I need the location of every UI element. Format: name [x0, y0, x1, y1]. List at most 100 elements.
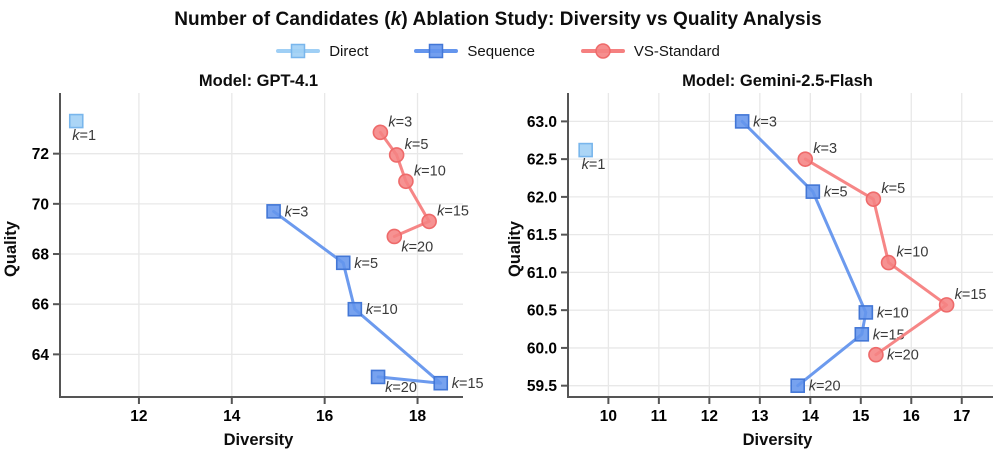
series-vs-standard: k=3 k=5 k=10 k=15 k=20 — [372, 114, 469, 255]
y-tick-label: 66 — [32, 297, 50, 314]
legend-item-vs-standard: VS-Standard — [580, 42, 720, 60]
x-tick-label: 16 — [903, 408, 921, 425]
point-label: k=3 — [753, 114, 777, 130]
figure-title: Number of Candidates (k) Ablation Study:… — [0, 0, 996, 36]
point-label: k=5 — [824, 185, 848, 201]
legend-square-marker-icon — [429, 43, 444, 59]
data-marker-circle — [421, 213, 437, 230]
y-axis-label: Quality — [506, 220, 524, 277]
y-tick-label: 60.5 — [527, 303, 558, 320]
y-tick-label: 70 — [32, 196, 49, 213]
point-label: k=1 — [72, 128, 96, 144]
point-label: k=20 — [809, 379, 841, 395]
legend-item-sequence: Sequence — [414, 42, 535, 60]
gridlines — [568, 93, 993, 397]
x-tick-label: 18 — [409, 408, 427, 425]
y-tick-label: 60.0 — [527, 340, 557, 357]
data-marker-square — [347, 301, 363, 317]
point-label: k=15 — [873, 327, 905, 343]
data-marker-square — [858, 305, 874, 320]
point-label: k=3 — [813, 141, 837, 157]
point-label: k=5 — [405, 137, 429, 153]
legend-label: Direct — [329, 42, 369, 60]
x-tick-label: 15 — [852, 408, 870, 425]
legend: Direct Sequence VS-Standard — [0, 37, 996, 65]
data-marker-square — [734, 114, 750, 129]
data-marker-square — [370, 369, 386, 385]
legend-marker-icon — [414, 43, 459, 59]
data-marker-circle — [880, 254, 897, 271]
data-marker-square — [805, 184, 821, 199]
figure-title-suffix: ) Ablation Study: Diversity vs Quality A… — [401, 9, 822, 30]
data-marker-circle — [398, 173, 414, 190]
figure-title-prefix: Number of Candidates ( — [174, 9, 391, 30]
data-marker-square — [854, 327, 870, 342]
data-marker-circle — [797, 151, 814, 167]
x-tick-label: 14 — [802, 408, 820, 425]
point-label: k=5 — [881, 181, 905, 197]
x-tick-label: 14 — [223, 408, 241, 425]
x-tick-label: 12 — [130, 408, 147, 425]
x-tick-label: 16 — [316, 408, 334, 425]
data-marker-circle — [938, 297, 955, 313]
subplot-title: Model: Gemini-2.5-Flash — [682, 72, 873, 90]
series-vs-standard: k=3 k=5 k=10 k=15 k=20 — [797, 141, 987, 364]
y-tick-label: 72 — [32, 146, 49, 163]
data-marker-circle — [372, 124, 389, 141]
series-line — [272, 209, 443, 385]
point-label: k=10 — [366, 302, 398, 318]
y-tick-label: 62.5 — [527, 152, 558, 169]
gridlines — [60, 93, 463, 397]
x-tick-label: 10 — [600, 408, 617, 425]
point-label: k=20 — [385, 380, 417, 396]
y-tick-label: 59.5 — [527, 378, 558, 395]
x-tick-label: 13 — [751, 408, 769, 425]
x-axis-label: Diversity — [224, 431, 295, 449]
point-label: k=1 — [582, 157, 606, 173]
point-label: k=10 — [897, 245, 929, 261]
point-label: k=15 — [452, 376, 484, 392]
data-marker-square — [266, 204, 281, 219]
legend-label: VS-Standard — [633, 42, 720, 60]
y-tick-label: 61.0 — [527, 265, 557, 282]
data-marker-square — [68, 113, 84, 129]
figure-title-italic-k: k — [390, 9, 402, 30]
legend-marker-icon — [276, 43, 321, 59]
legend-item-direct: Direct — [276, 42, 368, 60]
data-marker-square — [790, 378, 805, 393]
subplot-title: Model: GPT-4.1 — [199, 72, 318, 90]
x-axis-label: Diversity — [743, 431, 814, 449]
point-label: k=5 — [354, 256, 378, 272]
legend-circle-marker-icon — [595, 43, 611, 59]
series-sequence: k=3 k=5 k=10 k=15 k=20 — [266, 204, 484, 396]
y-axis-label: Quality — [2, 220, 20, 277]
legend-square-marker-icon — [290, 43, 306, 59]
y-tick-label: 68 — [32, 247, 50, 264]
legend-marker-icon — [580, 43, 625, 59]
x-tick-label: 12 — [701, 408, 718, 425]
point-label: k=15 — [955, 287, 987, 303]
legend-label: Sequence — [467, 42, 535, 60]
series-sequence: k=3 k=5 k=10 k=15 k=20 — [734, 114, 909, 395]
chart-panels: 12 14 16 18 64 66 68 70 72 Diversity Quality Model:… — [0, 65, 996, 455]
y-tick-label: 64 — [32, 347, 50, 364]
x-tick-label: 17 — [953, 408, 970, 425]
point-label: k=20 — [401, 239, 433, 255]
data-marker-circle — [868, 346, 884, 363]
data-marker-square — [578, 142, 593, 158]
point-label: k=10 — [877, 305, 909, 321]
series-direct: k=1 — [68, 113, 96, 144]
x-tick-label: 11 — [651, 408, 668, 425]
y-tick-label: 62.0 — [527, 189, 557, 206]
point-label: k=3 — [388, 114, 412, 130]
y-tick-label: 61.5 — [527, 227, 558, 244]
point-label: k=20 — [887, 348, 919, 364]
data-marker-circle — [865, 191, 882, 207]
series-direct: k=1 — [578, 142, 606, 173]
point-label: k=10 — [414, 163, 446, 179]
point-label: k=3 — [285, 204, 309, 220]
point-label: k=15 — [437, 203, 469, 219]
chart-panel-1: 10 11 12 13 14 15 16 17 59.5 60.0 60.5 61.0 61.5 62.0… — [506, 72, 993, 449]
y-tick-label: 63.0 — [527, 114, 557, 131]
